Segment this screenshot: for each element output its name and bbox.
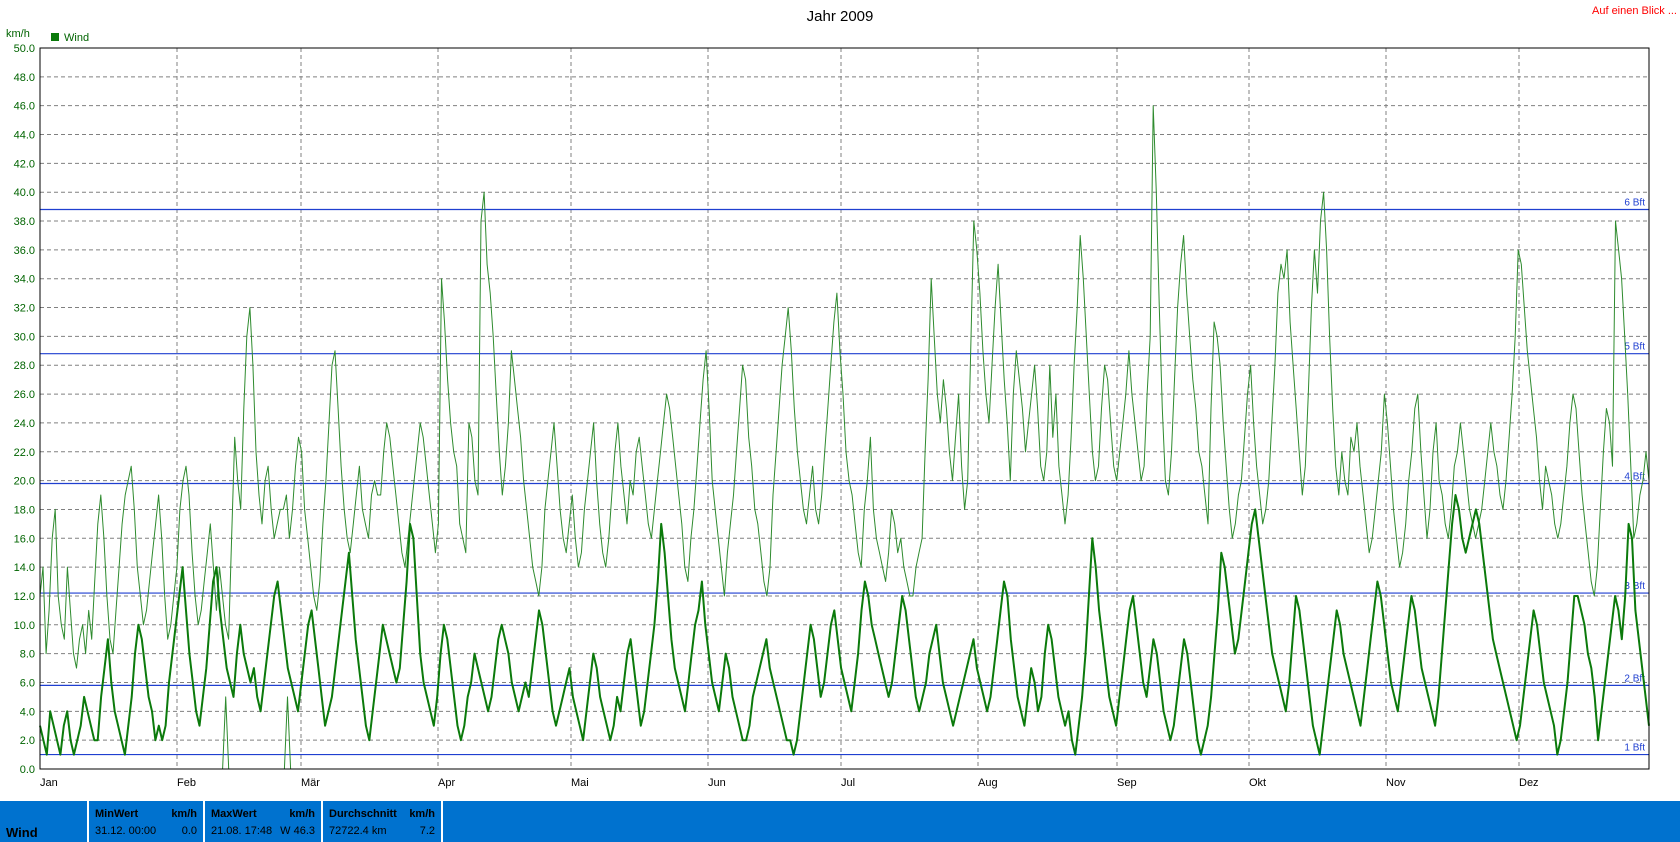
plot-area: 0.0 2.0 4.0 6.0 8.0 10.0 12.0 14.0 16.0 18.0 20.0 2… bbox=[14, 43, 1650, 789]
stats-avg-header: Durchschnitt bbox=[329, 808, 397, 820]
y-tick-label: 20.0 bbox=[14, 476, 35, 488]
stats-max-time: 21.08. 17:48 bbox=[211, 825, 273, 837]
stats-table: Wind MinWert km/h 31.12. 00:00 0.0 MaxWe… bbox=[0, 801, 1680, 842]
legend-label: Wind bbox=[64, 32, 89, 44]
y-tick-label: 6.0 bbox=[20, 677, 35, 689]
beaufort-label: 4 Bft bbox=[1624, 471, 1645, 482]
y-tick-label: 40.0 bbox=[14, 187, 35, 199]
x-tick-label: Feb bbox=[177, 777, 196, 789]
stats-divider bbox=[321, 801, 323, 842]
y-axis-unit: km/h bbox=[6, 28, 30, 40]
stats-divider bbox=[87, 801, 89, 842]
beaufort-label: 1 Bft bbox=[1624, 743, 1645, 754]
y-tick-label: 24.0 bbox=[14, 418, 35, 430]
chart-title: Jahr 2009 bbox=[807, 8, 874, 25]
y-tick-label: 0.0 bbox=[20, 764, 35, 776]
y-tick-label: 18.0 bbox=[14, 504, 35, 516]
x-tick-label: Apr bbox=[438, 777, 455, 789]
at-a-glance-link[interactable]: Auf einen Blick ... bbox=[1592, 5, 1677, 17]
y-tick-label: 42.0 bbox=[14, 158, 35, 170]
y-tick-label: 8.0 bbox=[20, 649, 35, 661]
x-tick-label: Jul bbox=[841, 777, 855, 789]
stats-row-label: Wind bbox=[6, 825, 38, 840]
y-tick-label: 36.0 bbox=[14, 245, 35, 257]
wind-chart: Jahr 2009 km/h Wind 0.0 2.0 4.0 6.0 8.0 10.0 1… bbox=[6, 8, 1650, 789]
stats-max-cell: MaxWert km/h 21.08. 17:48 W 46.3 bbox=[205, 801, 321, 842]
y-tick-label: 14.0 bbox=[14, 562, 35, 574]
x-tick-label: Mär bbox=[301, 777, 320, 789]
stats-min-value: 0.0 bbox=[181, 825, 197, 837]
beaufort-label: 5 Bft bbox=[1624, 342, 1645, 353]
y-tick-label: 30.0 bbox=[14, 331, 35, 343]
y-tick-label: 32.0 bbox=[14, 303, 35, 315]
y-tick-label: 28.0 bbox=[14, 360, 35, 372]
stats-avg-cell: Durchschnitt km/h 72722.4 km 7.2 bbox=[323, 801, 441, 842]
stats-max-value: W 46.3 bbox=[280, 825, 315, 837]
stats-min-cell: MinWert km/h 31.12. 00:00 0.0 bbox=[89, 801, 203, 842]
y-tick-label: 10.0 bbox=[14, 620, 35, 632]
stats-max-unit: km/h bbox=[289, 808, 315, 820]
stats-avg-value: 7.2 bbox=[419, 825, 435, 837]
y-tick-label: 12.0 bbox=[14, 591, 35, 603]
x-tick-label: Jan bbox=[40, 777, 58, 789]
beaufort-label: 6 Bft bbox=[1624, 198, 1645, 209]
x-tick-label: Mai bbox=[571, 777, 589, 789]
y-tick-label: 26.0 bbox=[14, 389, 35, 401]
stats-divider bbox=[203, 801, 205, 842]
series-line-max bbox=[39, 105, 1650, 669]
x-tick-label: Okt bbox=[1249, 777, 1266, 789]
stats-row-label-cell: Wind bbox=[0, 801, 87, 842]
stats-avg-time: 72722.4 km bbox=[329, 825, 387, 837]
y-tick-label: 48.0 bbox=[14, 72, 35, 84]
stats-avg-unit: km/h bbox=[409, 808, 435, 820]
stats-divider bbox=[441, 801, 443, 842]
x-tick-label: Jun bbox=[708, 777, 726, 789]
y-tick-label: 34.0 bbox=[14, 274, 35, 286]
y-tick-label: 38.0 bbox=[14, 216, 35, 228]
x-tick-label: Sep bbox=[1117, 777, 1137, 789]
x-tick-label: Aug bbox=[978, 777, 998, 789]
y-tick-label: 2.0 bbox=[20, 735, 35, 747]
plot-background bbox=[40, 48, 1649, 769]
legend-swatch bbox=[51, 33, 59, 41]
y-tick-label: 46.0 bbox=[14, 101, 35, 113]
stats-max-header: MaxWert bbox=[211, 808, 257, 820]
stats-min-time: 31.12. 00:00 bbox=[95, 825, 157, 837]
beaufort-label: 2 Bft bbox=[1624, 673, 1645, 684]
y-tick-label: 44.0 bbox=[14, 130, 35, 142]
y-tick-label: 50.0 bbox=[14, 43, 35, 55]
x-tick-label: Dez bbox=[1519, 777, 1539, 789]
y-tick-label: 4.0 bbox=[20, 706, 35, 718]
series-line-avg bbox=[39, 494, 1650, 756]
y-tick-label: 22.0 bbox=[14, 447, 35, 459]
stats-min-header: MinWert bbox=[95, 808, 139, 820]
stats-min-unit: km/h bbox=[171, 808, 197, 820]
x-tick-label: Nov bbox=[1386, 777, 1406, 789]
plot-frame bbox=[39, 47, 1650, 770]
y-tick-label: 16.0 bbox=[14, 533, 35, 545]
